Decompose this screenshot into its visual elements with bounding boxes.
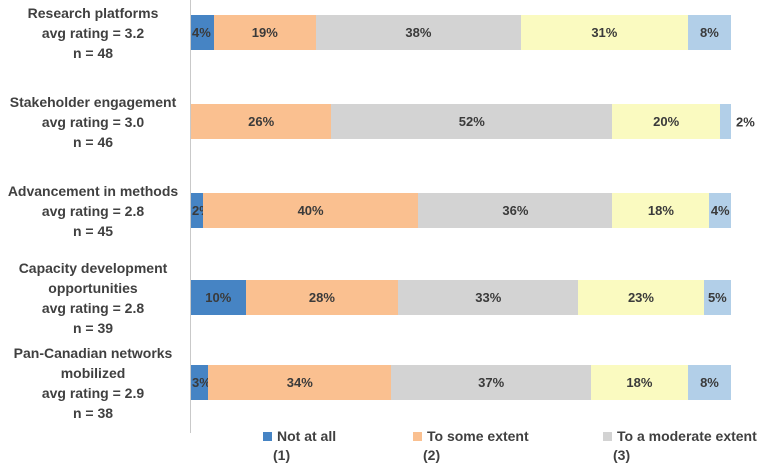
legend-scale-number: (1) — [273, 447, 291, 463]
legend-entry: To a moderate extent — [603, 428, 757, 445]
bar-segment-to-some-extent: 28% — [245, 280, 399, 315]
category-label-line: avg rating = 3.2 — [41, 24, 145, 41]
category-label-line: Advancement in methods — [7, 182, 179, 199]
category-axis-line — [190, 0, 191, 433]
data-label: 34% — [286, 375, 313, 390]
category-label-line: Stakeholder engagement — [9, 93, 177, 110]
legend-entry: To some extent — [413, 428, 529, 445]
category-label-line: Capacity development — [18, 259, 168, 276]
data-label: 20% — [653, 114, 680, 129]
bar-segment-series-5: 8% — [687, 365, 732, 400]
bar-segment-to-a-moderate-extent: 36% — [418, 193, 613, 228]
bar-segment-to-a-moderate-extent: 37% — [391, 365, 591, 400]
category-label-line: avg rating = 2.8 — [41, 202, 145, 219]
legend-swatch — [413, 432, 422, 441]
chart-row: Pan-Canadian networks mobilized avg rating… — [0, 340, 775, 425]
category-label-line: n = 48 — [72, 44, 114, 61]
data-label: 33% — [475, 290, 502, 305]
stacked-bar: 2% 40% 36% 18% 4% — [191, 193, 731, 228]
data-label: 26% — [248, 114, 275, 129]
data-label: 23% — [627, 290, 654, 305]
bar-segment-series-4: 31% — [520, 15, 688, 50]
category-label-line: Pan-Canadian networks — [13, 344, 173, 361]
bar-segment-series-4: 20% — [612, 104, 721, 139]
bar-segment-series-5: 4% — [709, 193, 731, 228]
data-label: 36% — [502, 203, 529, 218]
stacked-bar: 4% 19% 38% 31% 8% — [191, 15, 731, 50]
bar-segment-to-some-extent: 19% — [213, 15, 316, 50]
data-label: 5% — [707, 290, 727, 305]
category-label-line: n = 38 — [72, 404, 114, 421]
bar-segment-series-4: 18% — [612, 193, 710, 228]
stacked-bar: 10% 28% 33% 23% 5% — [191, 280, 731, 315]
bar-segment-not-at-all: 3% — [191, 365, 211, 400]
bar-segment-series-5: 2% — [720, 104, 755, 139]
data-label: 31% — [591, 25, 618, 40]
legend-label: To a moderate extent — [617, 428, 757, 444]
data-label: 38% — [405, 25, 432, 40]
legend-item: To a moderate extent (3) — [603, 428, 757, 464]
data-label: 10% — [205, 290, 232, 305]
data-label: 18% — [647, 203, 674, 218]
chart-row: Stakeholder engagement avg rating = 3.0 n … — [0, 79, 775, 164]
legend-scale-number: (2) — [423, 447, 441, 463]
data-label: 52% — [458, 114, 485, 129]
data-label: 8% — [700, 375, 719, 390]
data-label: 40% — [297, 203, 324, 218]
category-label-line: avg rating = 3.0 — [41, 113, 145, 130]
data-label: 2% — [735, 114, 755, 129]
bar-segment-to-a-moderate-extent: 33% — [398, 280, 579, 315]
data-label: 8% — [700, 25, 719, 40]
category-label-line: mobilized — [60, 364, 126, 381]
category-label: Pan-Canadian networks mobilized avg rating… — [0, 343, 189, 423]
category-label-line: Research platforms — [27, 4, 159, 21]
category-label: Research platforms avg rating = 3.2 n = 48 — [0, 3, 189, 63]
data-label: 4% — [192, 25, 211, 40]
bar-segment-not-at-all: 2% — [191, 193, 211, 228]
bar-segment-to-some-extent: 26% — [191, 104, 332, 139]
data-label: 19% — [251, 25, 278, 40]
data-label: 18% — [626, 375, 653, 390]
bar-segment-not-at-all: 10% — [191, 280, 246, 315]
legend-label: To some extent — [427, 428, 529, 444]
legend-item: Not at all (1) — [263, 428, 336, 464]
bar-segment-to-a-moderate-extent: 52% — [331, 104, 613, 139]
legend-scale-number: (3) — [613, 447, 631, 463]
bar-segment-series-4: 23% — [578, 280, 704, 315]
data-label: 28% — [308, 290, 335, 305]
bar-segment-series-4: 18% — [590, 365, 688, 400]
bar-segment-not-at-all: 4% — [191, 15, 214, 50]
bar-segment-to-a-moderate-extent: 38% — [315, 15, 521, 50]
chart-row: Advancement in methods avg rating = 2.8 n … — [0, 168, 775, 253]
stacked-bar: 3% 34% 37% 18% 8% — [191, 365, 732, 400]
legend-label: Not at all — [277, 428, 337, 444]
bar-segment-series-5: 8% — [687, 15, 731, 50]
legend-swatch — [263, 432, 272, 441]
legend-entry: Not at all — [263, 428, 336, 445]
category-label: Capacity development opportunities avg rat… — [0, 258, 189, 338]
bar-segment-to-some-extent: 34% — [208, 365, 392, 400]
data-label: 3% — [192, 375, 211, 390]
bar-segment-series-5: 5% — [703, 280, 731, 315]
chart-row: Capacity development opportunities avg rat… — [0, 255, 775, 340]
category-label: Stakeholder engagement avg rating = 3.0 n … — [0, 92, 189, 152]
data-label: 37% — [478, 375, 505, 390]
stacked-bar: 26% 52% 20% 2% — [191, 104, 755, 139]
category-label-line: avg rating = 2.8 — [41, 299, 145, 316]
legend-swatch — [603, 432, 612, 441]
chart-row: Research platforms avg rating = 3.2 n = 48… — [0, 0, 775, 75]
category-label: Advancement in methods avg rating = 2.8 n … — [0, 181, 189, 241]
category-label-line: n = 39 — [72, 319, 114, 336]
data-label: 4% — [710, 203, 730, 218]
legend-item: To some extent (2) — [413, 428, 529, 464]
category-label-line: n = 45 — [72, 222, 114, 239]
bar-segment-to-some-extent: 40% — [202, 193, 419, 228]
category-label-line: opportunities — [48, 279, 138, 296]
category-label-line: avg rating = 2.9 — [41, 384, 145, 401]
category-label-line: n = 46 — [72, 133, 114, 150]
